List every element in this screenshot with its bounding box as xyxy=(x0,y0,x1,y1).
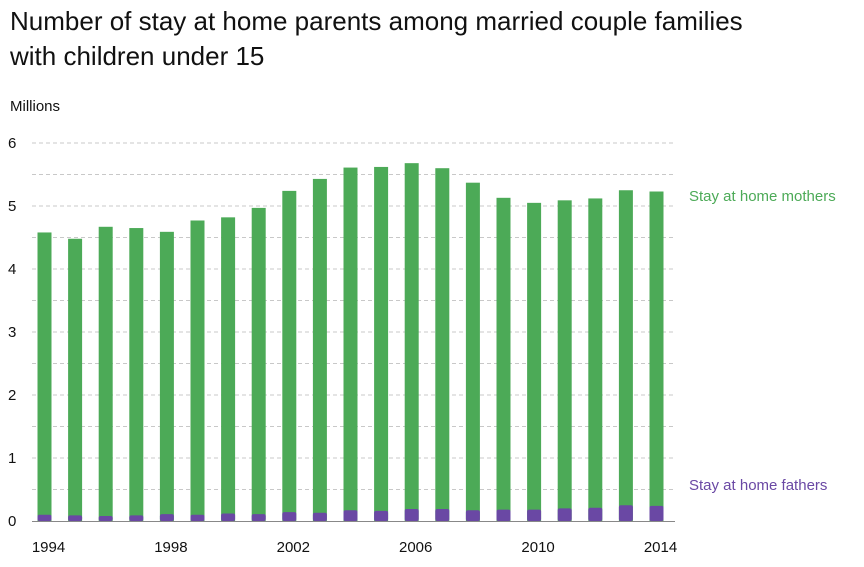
y-tick-label: 6 xyxy=(8,135,16,152)
bar-fathers-2012 xyxy=(588,507,603,521)
bar-fathers-2011 xyxy=(557,508,572,521)
bar-mothers-2007 xyxy=(435,168,450,521)
series-label-fathers: Stay at home fathers xyxy=(689,477,827,494)
y-tick-label: 3 xyxy=(8,324,16,341)
bar-fathers-2009 xyxy=(496,509,511,521)
bar-fathers-2000 xyxy=(221,513,236,521)
bar-fathers-2002 xyxy=(282,512,297,521)
bar-fathers-2013 xyxy=(618,505,633,521)
bar-fathers-2004 xyxy=(343,510,358,521)
series-label-mothers: Stay at home mothers xyxy=(689,188,836,205)
bar-fathers-1999 xyxy=(190,514,205,521)
bar-fathers-1995 xyxy=(68,515,83,521)
y-axis-ticks: 0 1 2 3 4 5 6 xyxy=(8,135,16,530)
mothers-bars xyxy=(37,163,664,522)
bar-mothers-1999 xyxy=(190,220,205,522)
x-axis-ticks: 1994 1998 2002 2006 2010 2014 xyxy=(32,539,677,556)
bar-mothers-2014 xyxy=(649,191,664,521)
bar-fathers-1996 xyxy=(98,515,113,521)
bar-mothers-2011 xyxy=(557,200,572,521)
y-axis-unit-label: Millions xyxy=(10,98,61,115)
bar-fathers-2007 xyxy=(435,509,450,521)
bar-fathers-1997 xyxy=(129,515,144,521)
bar-mothers-2000 xyxy=(221,217,236,521)
x-tick-label: 1998 xyxy=(154,539,187,556)
bar-fathers-1998 xyxy=(159,514,174,521)
bar-fathers-2003 xyxy=(312,512,327,521)
bar-mothers-2004 xyxy=(343,167,358,521)
bar-mothers-2009 xyxy=(496,197,511,521)
y-tick-label: 2 xyxy=(8,387,16,404)
bar-mothers-1994 xyxy=(37,232,52,521)
series-labels: Stay at home mothers Stay at home fathers xyxy=(689,188,836,494)
bar-mothers-2003 xyxy=(312,178,327,521)
bar-mothers-2008 xyxy=(465,182,480,521)
chart-title: Number of stay at home parents among mar… xyxy=(10,4,850,74)
bar-fathers-2001 xyxy=(251,514,266,521)
y-tick-label: 4 xyxy=(8,261,16,278)
bar-fathers-2006 xyxy=(404,509,419,521)
bar-fathers-2005 xyxy=(374,510,389,521)
bar-mothers-2001 xyxy=(251,207,266,521)
bar-mothers-1996 xyxy=(98,226,113,522)
fathers-bars xyxy=(37,505,664,521)
bar-mothers-2005 xyxy=(374,166,389,521)
bar-fathers-2014 xyxy=(649,505,664,521)
bar-mothers-2012 xyxy=(588,198,603,521)
x-tick-label: 2006 xyxy=(399,539,432,556)
bar-mothers-2013 xyxy=(618,190,633,521)
y-tick-label: 5 xyxy=(8,198,16,215)
bar-mothers-2006 xyxy=(404,163,419,521)
bar-fathers-1994 xyxy=(37,514,52,521)
x-tick-label: 1994 xyxy=(32,539,65,556)
x-tick-label: 2014 xyxy=(644,539,677,556)
x-tick-label: 2002 xyxy=(277,539,310,556)
bar-fathers-2008 xyxy=(465,510,480,521)
bar-mothers-1997 xyxy=(129,228,144,522)
bar-mothers-1995 xyxy=(68,238,83,521)
y-tick-label: 0 xyxy=(8,513,16,530)
chart-title-line2: with children under 15 xyxy=(10,41,265,71)
y-tick-label: 1 xyxy=(8,450,16,467)
chart-title-line1: Number of stay at home parents among mar… xyxy=(10,6,743,36)
bar-mothers-2002 xyxy=(282,190,297,521)
x-tick-label: 2010 xyxy=(521,539,554,556)
bar-mothers-2010 xyxy=(527,202,542,521)
bar-fathers-2010 xyxy=(527,509,542,521)
bar-mothers-1998 xyxy=(159,231,174,521)
